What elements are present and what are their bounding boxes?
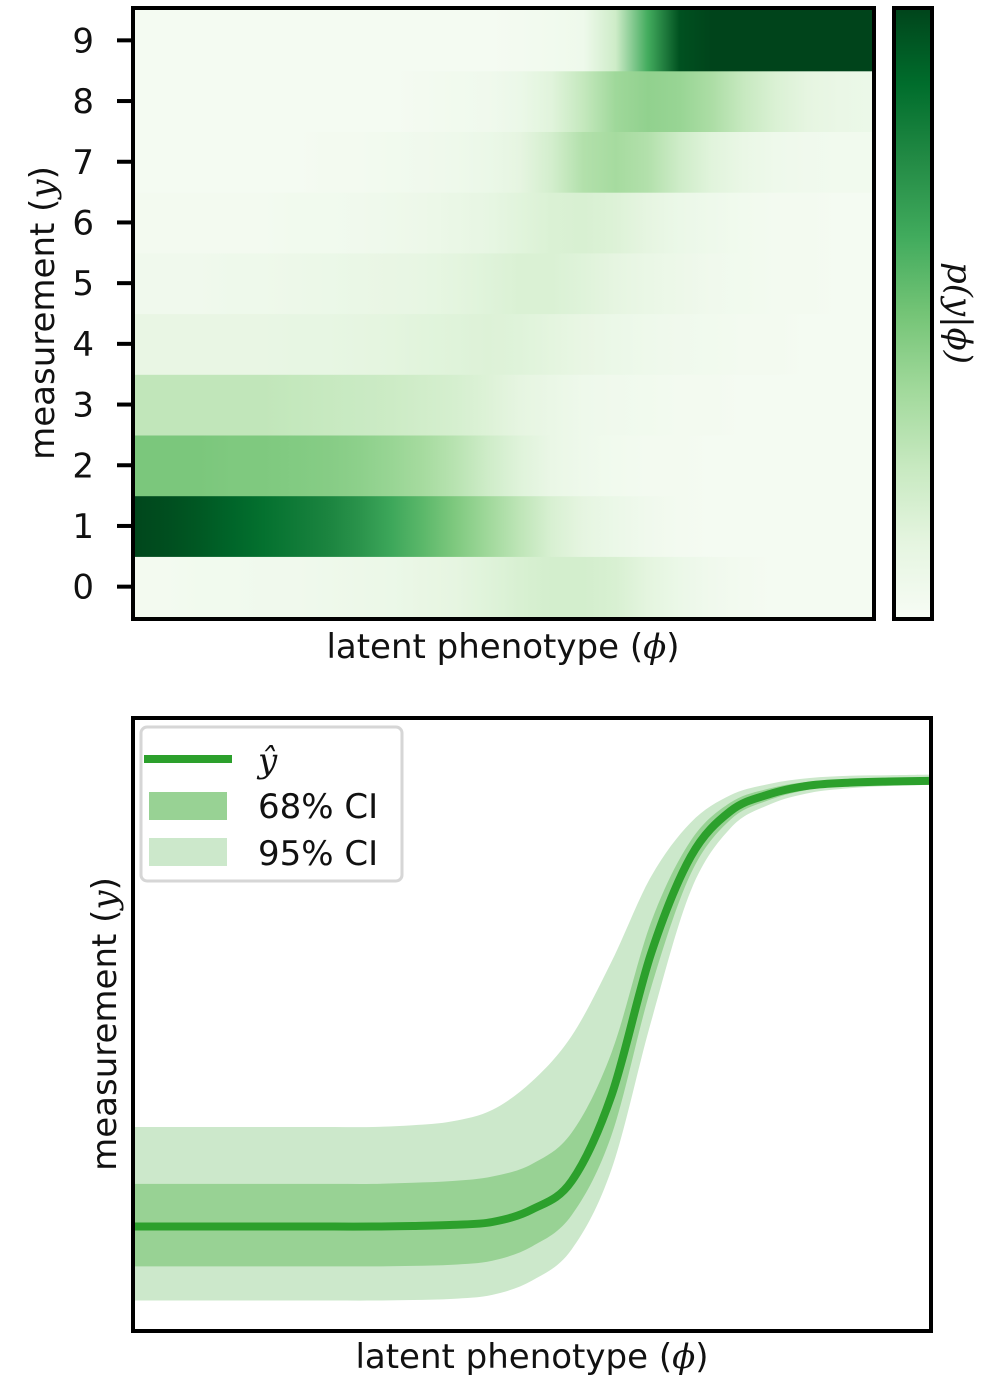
heatmap-row-4 <box>135 313 872 375</box>
line-panel: latent phenotype (ϕ) measurement (y) ŷ 6… <box>85 716 933 1377</box>
heatmap-y-tick-label: 8 <box>72 82 94 122</box>
heatmap-y-tick-label: 6 <box>72 203 94 243</box>
legend-mean-label: ŷ <box>256 741 278 781</box>
heatmap-rows <box>135 10 872 618</box>
heatmap-row-7 <box>135 131 872 193</box>
heatmap-y-tick-label: 0 <box>72 568 94 608</box>
legend: ŷ 68% CI 95% CI <box>139 725 404 883</box>
heatmap-y-ticks: 0 1 2 3 4 5 6 7 8 9 <box>72 21 133 608</box>
line-plot-frame <box>131 716 933 1333</box>
heatmap-y-tick-label: 1 <box>72 507 94 547</box>
heatmap-row-0 <box>135 556 872 618</box>
ci-68-band <box>135 778 929 1267</box>
heatmap-y-tick-label: 9 <box>72 21 94 61</box>
heatmap-y-tick-label: 5 <box>72 264 94 304</box>
legend-ci95-swatch <box>149 838 227 866</box>
heatmap-row-6 <box>135 192 872 254</box>
heatmap-row-9 <box>135 10 872 72</box>
heatmap-panel: 0 1 2 3 4 5 6 7 8 9 latent phenotype (ϕ) measurem… <box>23 6 979 667</box>
heatmap-row-5 <box>135 252 872 315</box>
heatmap-row-8 <box>135 70 872 132</box>
colorbar-label: p(y|ϕ) <box>939 262 979 364</box>
heatmap-row-2 <box>135 434 872 497</box>
heatmap-row-3 <box>135 374 872 436</box>
legend-ci68-swatch <box>149 792 227 820</box>
mean-line <box>134 776 930 1231</box>
legend-ci68-label: 68% CI <box>258 787 378 827</box>
legend-ci95-label: 95% CI <box>258 834 378 874</box>
colorbar <box>892 6 934 621</box>
heatmap-y-tick-label: 4 <box>72 325 94 365</box>
heatmap-y-axis-label: measurement (y) <box>23 166 63 460</box>
heatmap-y-tick-label: 2 <box>72 446 94 486</box>
heatmap-row-1 <box>135 495 872 557</box>
heatmap-frame <box>131 6 876 621</box>
line-x-axis-label: latent phenotype (ϕ) <box>355 1337 708 1377</box>
heatmap-y-tick-label: 7 <box>72 143 94 183</box>
heatmap-x-axis-label: latent phenotype (ϕ) <box>326 627 679 667</box>
line-y-axis-label: measurement (y) <box>85 877 125 1171</box>
ci-95-band <box>135 774 929 1301</box>
heatmap-y-tick-label: 3 <box>72 386 94 426</box>
